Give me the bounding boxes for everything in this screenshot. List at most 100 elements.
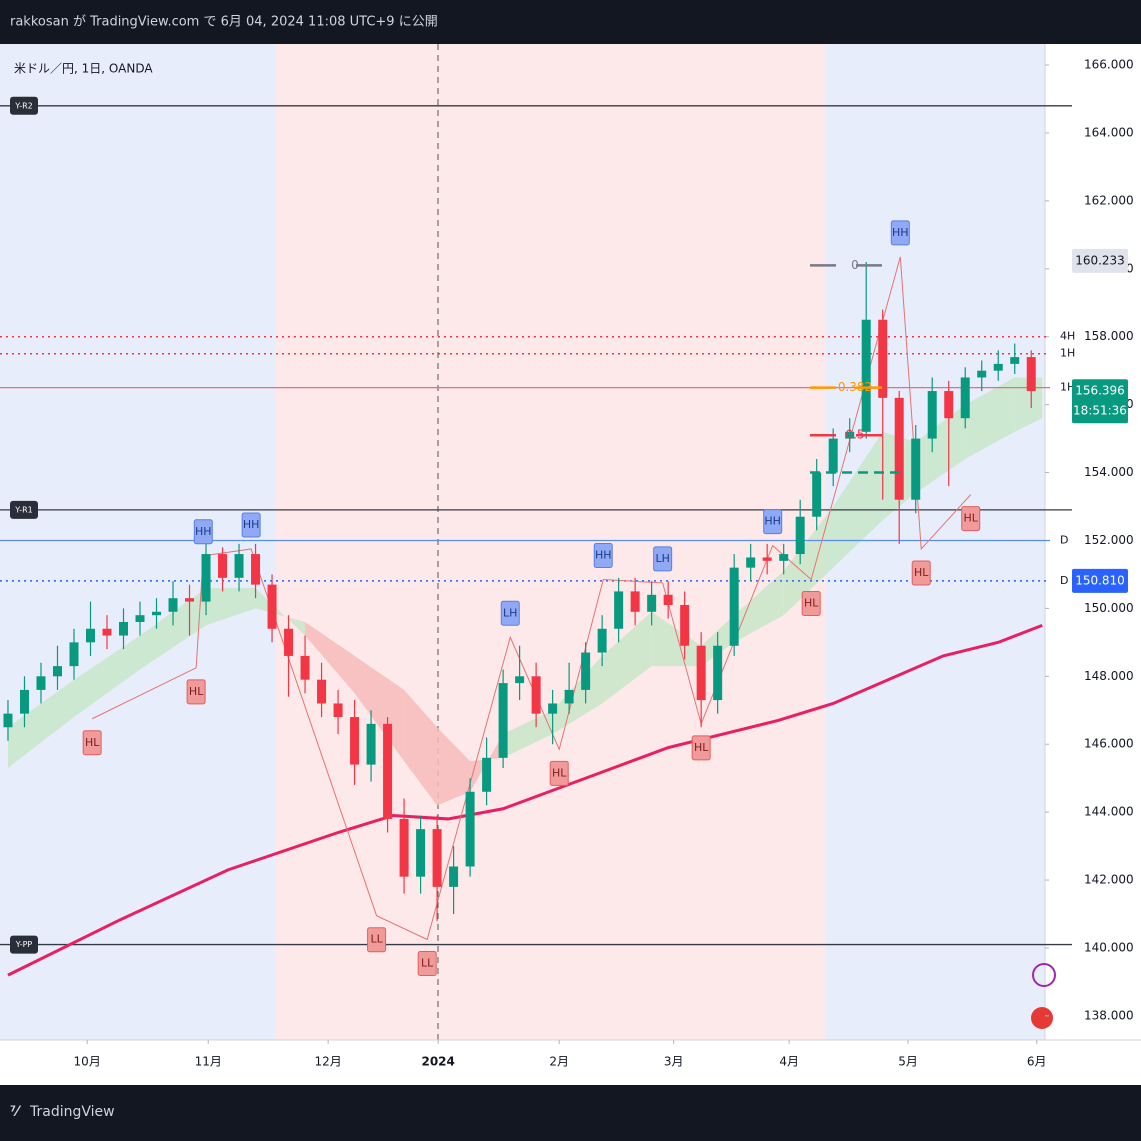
candle-body (36, 676, 46, 690)
price-tag-countdown: 18:51:36 (1073, 404, 1127, 418)
pivot-label: HH (595, 549, 612, 562)
level-badge (10, 500, 38, 519)
level-badge (10, 96, 38, 115)
pivot-badge (691, 735, 711, 761)
candle-body (85, 628, 95, 643)
candle-body (630, 591, 640, 612)
price-tag (1072, 248, 1128, 273)
ribbon-segment (255, 588, 306, 636)
candle-body (663, 594, 673, 605)
ribbon-segment (833, 431, 883, 568)
pivot-badge (961, 506, 981, 532)
candle-body (828, 438, 838, 473)
candle-body (977, 370, 987, 378)
pivot-badge (82, 730, 102, 756)
level-label: 4H (1060, 330, 1075, 343)
session-background (276, 44, 826, 1040)
price-tag (1072, 568, 1128, 593)
x-tick-label: 12月 (315, 1055, 342, 1069)
y-tick-label: 162.000 (1084, 193, 1134, 207)
candle-body (201, 554, 211, 602)
candle-body (168, 598, 178, 612)
event-icon[interactable] (1031, 1007, 1053, 1029)
pivot-badge (911, 560, 931, 586)
candle-body (548, 703, 558, 714)
publisher-note: rakkosan が TradingView.com で 6月 04, 2024… (10, 15, 438, 30)
pivot-label: HL (694, 741, 709, 754)
candle-body (878, 319, 888, 398)
candle-body (581, 652, 591, 690)
price-tag-label: 150.810 (1075, 573, 1125, 587)
pivot-label: HL (914, 566, 929, 579)
candle-body (911, 438, 921, 500)
candle-body (399, 818, 409, 877)
candle-body (1010, 357, 1020, 364)
candle-body (218, 554, 228, 578)
y-tick-label: 148.000 (1084, 669, 1134, 683)
candle-body (317, 679, 327, 704)
x-tick-label: 11月 (195, 1055, 222, 1069)
candle-body (779, 554, 789, 561)
level-label: 1H (1060, 381, 1075, 394)
candle-body (894, 397, 904, 500)
ribbon-segment (404, 689, 438, 806)
price-tag-label: 160.233 (1075, 253, 1125, 267)
candle-body (333, 703, 343, 718)
pivot-label: HL (804, 597, 819, 610)
candle-body (680, 604, 690, 646)
candle-body (432, 829, 442, 887)
ribbon-segment (7, 679, 74, 768)
pivot-label: HL (85, 736, 100, 749)
ribbon-segment (602, 611, 652, 704)
x-tick-label: 3月 (664, 1055, 684, 1069)
y-tick-label: 142.000 (1084, 873, 1134, 887)
candle-body (449, 866, 459, 887)
candle-body (531, 676, 541, 714)
level-badge (10, 935, 38, 954)
ribbon-segment (437, 727, 471, 806)
x-tick-label: 2月 (549, 1055, 569, 1069)
candle-body (482, 757, 492, 792)
candle-body (19, 689, 29, 714)
pivot-label: HH (764, 515, 781, 528)
candle-body (746, 557, 756, 568)
candle-body (1026, 357, 1036, 392)
event-icon[interactable] (1032, 963, 1056, 987)
x-tick-label: 10月 (74, 1055, 101, 1069)
pivot-badge (549, 760, 569, 786)
ribbon-segment (206, 588, 256, 626)
pivot-badge (417, 950, 437, 976)
candle-body (993, 363, 1003, 371)
level-label: 1H (1060, 347, 1075, 360)
candle-body (102, 628, 112, 636)
candle-body (795, 516, 805, 555)
pivot-badge (500, 600, 520, 626)
candle-body (185, 598, 195, 602)
pivot-badge (763, 509, 783, 535)
y-tick-label: 158.000 (1084, 329, 1134, 343)
ribbon-segment (965, 377, 1015, 459)
candle-body (416, 829, 426, 877)
x-tick-label: 4月 (779, 1055, 799, 1069)
y-tick-label: 140.000 (1084, 940, 1134, 954)
y-tick-label: 150.000 (1084, 601, 1134, 615)
candle-body (713, 645, 723, 701)
candle-body (300, 655, 310, 680)
pivot-badge (890, 220, 910, 246)
candle-body (597, 628, 607, 653)
candle-body (498, 683, 508, 758)
candle-body (284, 628, 294, 656)
logo-text: TradingView (29, 1104, 115, 1120)
pivot-label: HH (892, 226, 909, 239)
candle-body (383, 723, 393, 819)
pivot-label: LH (655, 552, 669, 565)
pivot-badge (801, 591, 821, 617)
candle-body (350, 717, 360, 765)
ribbon-segment (734, 571, 784, 643)
candle-body (762, 557, 772, 561)
candle-body (812, 472, 822, 517)
candle-body (861, 319, 871, 432)
pivot-badge (367, 927, 387, 953)
y-tick-label: 152.000 (1084, 533, 1134, 547)
